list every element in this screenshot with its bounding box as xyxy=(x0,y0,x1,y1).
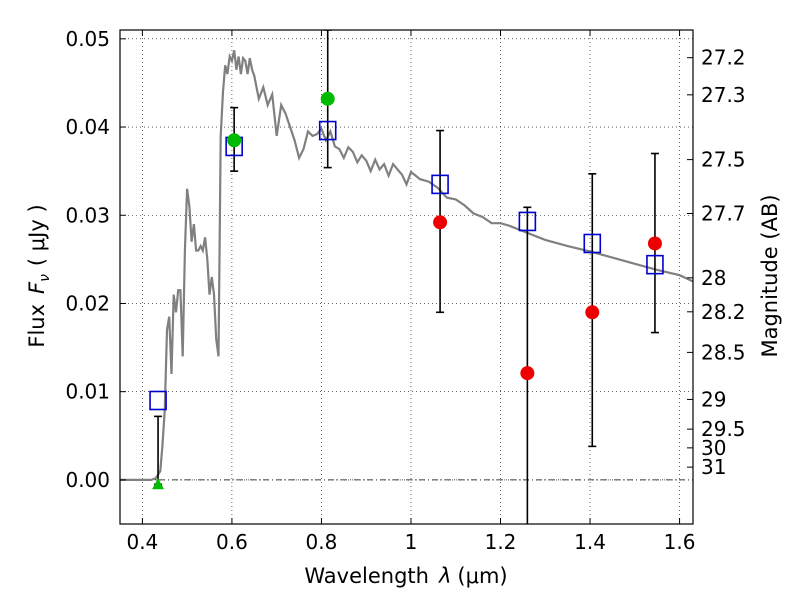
y2-tick-label: 29.5 xyxy=(701,417,746,441)
y2-tick-label: 27.7 xyxy=(701,201,746,225)
y2-tick-label: 29 xyxy=(701,387,726,411)
axis-labels: Wavelength λ (μm) FluxFν( μJy ) Magnitude … xyxy=(25,194,782,588)
y2-tick-label: 28.2 xyxy=(701,300,746,324)
x-axis-label: Wavelength λ (μm) xyxy=(304,564,507,588)
plot-area xyxy=(120,30,693,524)
plot-frame xyxy=(119,29,694,525)
y2-tick-label: 30 xyxy=(701,436,726,460)
y-tick-label: 0.05 xyxy=(65,27,110,51)
secondary-y-axis-label: Magnitude (AB) xyxy=(758,194,782,357)
y-axis-label: FluxFν( μJy ) xyxy=(25,204,53,347)
grid-lines xyxy=(120,30,693,524)
y2-tick-label: 31 xyxy=(701,455,726,479)
model-photometry-square xyxy=(318,120,337,141)
model-photometry-square xyxy=(431,174,449,195)
y-tick-label: 0.01 xyxy=(65,380,110,404)
detection-point xyxy=(320,91,335,106)
nondetection-point xyxy=(647,236,662,251)
nondetection-point xyxy=(585,305,600,320)
detection-point xyxy=(227,133,242,148)
x-tick-label: 1.4 xyxy=(574,530,606,554)
model-sed-line xyxy=(120,50,693,481)
y2-tick-label: 28 xyxy=(701,266,726,290)
x-tick-label: 1.2 xyxy=(485,530,517,554)
model-photometry-square xyxy=(583,233,602,254)
model-photometry-square xyxy=(149,390,167,411)
y-tick-label: 0.03 xyxy=(65,203,110,227)
plot-content xyxy=(120,30,693,524)
x-tick-label: 1 xyxy=(405,530,418,554)
model-photometry-square xyxy=(518,211,537,232)
model-photometry-square xyxy=(646,254,664,275)
nondetection-point xyxy=(520,366,535,381)
y2-tick-label: 27.2 xyxy=(701,46,746,70)
y2-tick-label: 27.3 xyxy=(701,83,746,107)
x-tick-label: 0.8 xyxy=(306,530,338,554)
upper-limit-marker xyxy=(152,478,165,490)
y-tick-label: 0.04 xyxy=(65,115,110,139)
y2-tick-label: 28.5 xyxy=(701,340,746,364)
x-tick-label: 0.6 xyxy=(216,530,248,554)
x-tick-label: 0.4 xyxy=(126,530,158,554)
nondetection-point xyxy=(433,215,448,230)
y-tick-label: 0.00 xyxy=(65,468,110,492)
x-tick-label: 1.6 xyxy=(664,530,696,554)
y-tick-label: 0.02 xyxy=(65,291,110,315)
y2-tick-label: 27.5 xyxy=(701,148,746,172)
axes: 0.4 0.6 0.8 1 1.2 1.4 1.6 0.00 0.01 0.02 0.03 0.04 0… xyxy=(65,27,745,554)
